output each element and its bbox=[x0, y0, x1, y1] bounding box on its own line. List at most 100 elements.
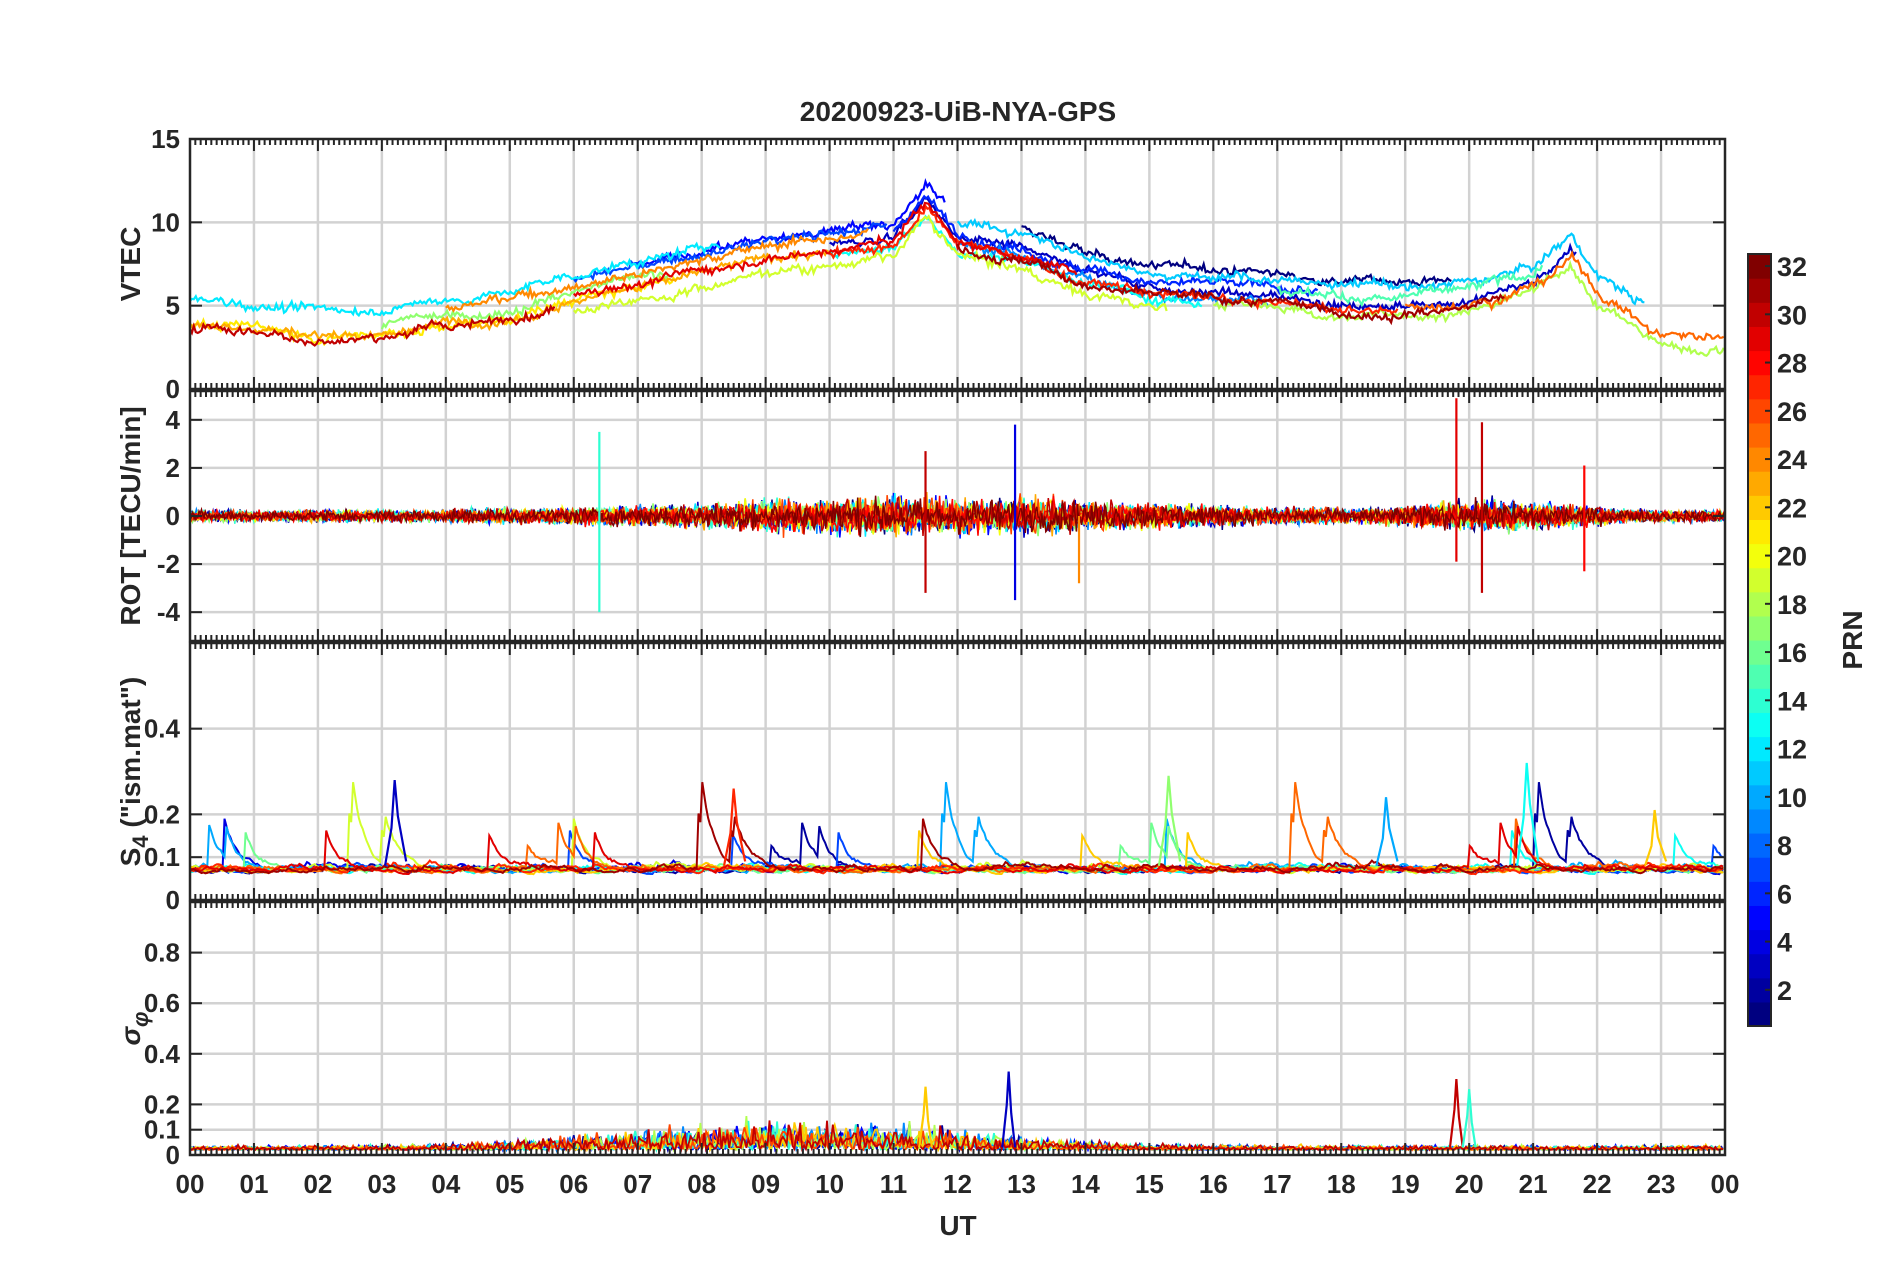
vtec-line bbox=[573, 201, 1078, 298]
x-tick-label: 12 bbox=[943, 1169, 972, 1199]
x-axis-label: UT bbox=[939, 1210, 976, 1241]
x-tick-label: 00 bbox=[176, 1169, 205, 1199]
colorbar-tick-label: 24 bbox=[1777, 445, 1807, 475]
colorbar-swatch bbox=[1748, 615, 1771, 641]
x-tick-label: 08 bbox=[687, 1169, 716, 1199]
x-tick-label: 18 bbox=[1327, 1169, 1356, 1199]
colorbar-swatch bbox=[1748, 1001, 1771, 1027]
x-tick-label: 01 bbox=[239, 1169, 268, 1199]
x-tick-label: 04 bbox=[431, 1169, 460, 1199]
x-tick-label: 15 bbox=[1135, 1169, 1164, 1199]
s4-peak bbox=[1516, 762, 1540, 866]
colorbar-tick-label: 26 bbox=[1777, 397, 1807, 427]
colorbar-tick-label: 2 bbox=[1777, 976, 1792, 1006]
sigma-peak bbox=[918, 1086, 934, 1148]
panel-rot-frame bbox=[188, 389, 1727, 643]
x-tick-label: 17 bbox=[1263, 1169, 1292, 1199]
chart-title: 20200923-UiB-NYA-GPS bbox=[800, 96, 1116, 127]
colorbar-swatch bbox=[1748, 953, 1771, 979]
y-axis-label-rot: ROT [TECU/min] bbox=[115, 406, 146, 625]
y-tick-label: 0.4 bbox=[144, 714, 181, 744]
y-axis-label-s4: S4 ("ism.mat") bbox=[115, 677, 153, 867]
colorbar-tick-label: 14 bbox=[1777, 686, 1807, 716]
vtec-line bbox=[1213, 259, 1725, 357]
x-tick-label: 10 bbox=[815, 1169, 844, 1199]
sigma-peak bbox=[1001, 1071, 1017, 1148]
y-tick-label: 0 bbox=[166, 1140, 180, 1170]
colorbar-swatch bbox=[1748, 712, 1771, 738]
x-tick-labels: 00 01 02 03 04 05 06 07 08 09 10 11 12 13 14 15 16 17 18 19… bbox=[176, 1169, 1740, 1199]
colorbar-tick-label: 18 bbox=[1777, 590, 1807, 620]
colorbar-swatch bbox=[1748, 422, 1771, 448]
y-tick-label: 0.2 bbox=[144, 799, 180, 829]
colorbar-tick-label: 6 bbox=[1777, 879, 1792, 909]
vtec-line bbox=[829, 196, 1577, 314]
y-tick-label: 0.2 bbox=[144, 1089, 180, 1119]
y-tick-label: 0.1 bbox=[144, 842, 180, 872]
vtec-line bbox=[572, 222, 888, 284]
colorbar-swatch bbox=[1748, 808, 1771, 834]
s4-peak bbox=[722, 788, 747, 866]
vtec-line bbox=[892, 194, 1319, 298]
x-tick-label: 20 bbox=[1455, 1169, 1484, 1199]
colorbar-swatch bbox=[1748, 760, 1771, 786]
colorbar-tick-label: 16 bbox=[1777, 638, 1807, 668]
colorbar-tick-label: 20 bbox=[1777, 542, 1807, 572]
colorbar-swatch bbox=[1748, 640, 1771, 665]
sigma-peak bbox=[1461, 1089, 1477, 1148]
rot-line bbox=[190, 495, 1725, 538]
x-tick-label: 03 bbox=[367, 1169, 396, 1199]
y-tick-label: -2 bbox=[157, 549, 180, 579]
x-tick-label: 05 bbox=[495, 1169, 524, 1199]
y-tick-label: 10 bbox=[151, 207, 180, 237]
series-s4 bbox=[190, 762, 1724, 876]
x-tick-label: 00 bbox=[1711, 1169, 1740, 1199]
vtec-line bbox=[956, 243, 1505, 326]
colorbar-swatch bbox=[1748, 471, 1771, 496]
y-axis-label-vtec: VTEC bbox=[115, 227, 146, 302]
y-tick-label: 0.6 bbox=[144, 988, 180, 1018]
colorbar-swatch bbox=[1748, 254, 1771, 279]
x-tick-label: 16 bbox=[1199, 1169, 1228, 1199]
series-rot bbox=[190, 398, 1725, 613]
panel-sigma_phi: 00.10.2 0.4 0.6 0.8 σφ bbox=[115, 900, 1727, 1170]
s4-line bbox=[190, 782, 1724, 875]
colorbar-label: PRN bbox=[1837, 610, 1868, 669]
colorbar-tick-label: 4 bbox=[1777, 928, 1792, 958]
colorbar-swatch bbox=[1748, 784, 1771, 810]
colorbar-swatch bbox=[1748, 495, 1771, 520]
s4-line bbox=[190, 822, 1724, 875]
colorbar-swatch bbox=[1748, 447, 1771, 472]
panel-vtec: 0 5 10 15 VTEC bbox=[115, 124, 1727, 404]
x-tick-label: 19 bbox=[1391, 1169, 1420, 1199]
colorbar-swatch bbox=[1748, 543, 1771, 569]
colorbar-swatch bbox=[1748, 302, 1771, 327]
y-tick-label: 0.4 bbox=[144, 1039, 181, 1069]
colorbar-swatch bbox=[1748, 664, 1771, 689]
y-tick-label: 0 bbox=[166, 885, 180, 915]
colorbar-swatch bbox=[1748, 736, 1771, 762]
vtec-line bbox=[190, 241, 721, 318]
y-tick-label: 0 bbox=[166, 501, 180, 531]
y-tick-label: 15 bbox=[151, 124, 180, 154]
colorbar-swatch bbox=[1748, 833, 1771, 858]
colorbar-tick-label: 28 bbox=[1777, 349, 1807, 379]
x-tick-label: 02 bbox=[303, 1169, 332, 1199]
colorbar-swatch bbox=[1748, 350, 1771, 376]
colorbar-tick-label: 30 bbox=[1777, 300, 1807, 330]
s4-peak bbox=[1157, 775, 1182, 866]
colorbar-tick-label: 12 bbox=[1777, 735, 1807, 765]
x-tick-label: 09 bbox=[751, 1169, 780, 1199]
s4-peak bbox=[383, 779, 408, 866]
y-tick-label: 5 bbox=[166, 291, 180, 321]
s4-peak bbox=[1375, 797, 1399, 866]
colorbar-swatch bbox=[1748, 374, 1771, 400]
colorbar-swatch bbox=[1748, 398, 1771, 424]
series-vtec bbox=[190, 177, 1725, 357]
y-tick-label: 4 bbox=[166, 405, 181, 435]
vtec-line bbox=[572, 214, 1168, 315]
colorbar-swatch bbox=[1748, 326, 1771, 352]
colorbar-swatch bbox=[1748, 591, 1771, 617]
